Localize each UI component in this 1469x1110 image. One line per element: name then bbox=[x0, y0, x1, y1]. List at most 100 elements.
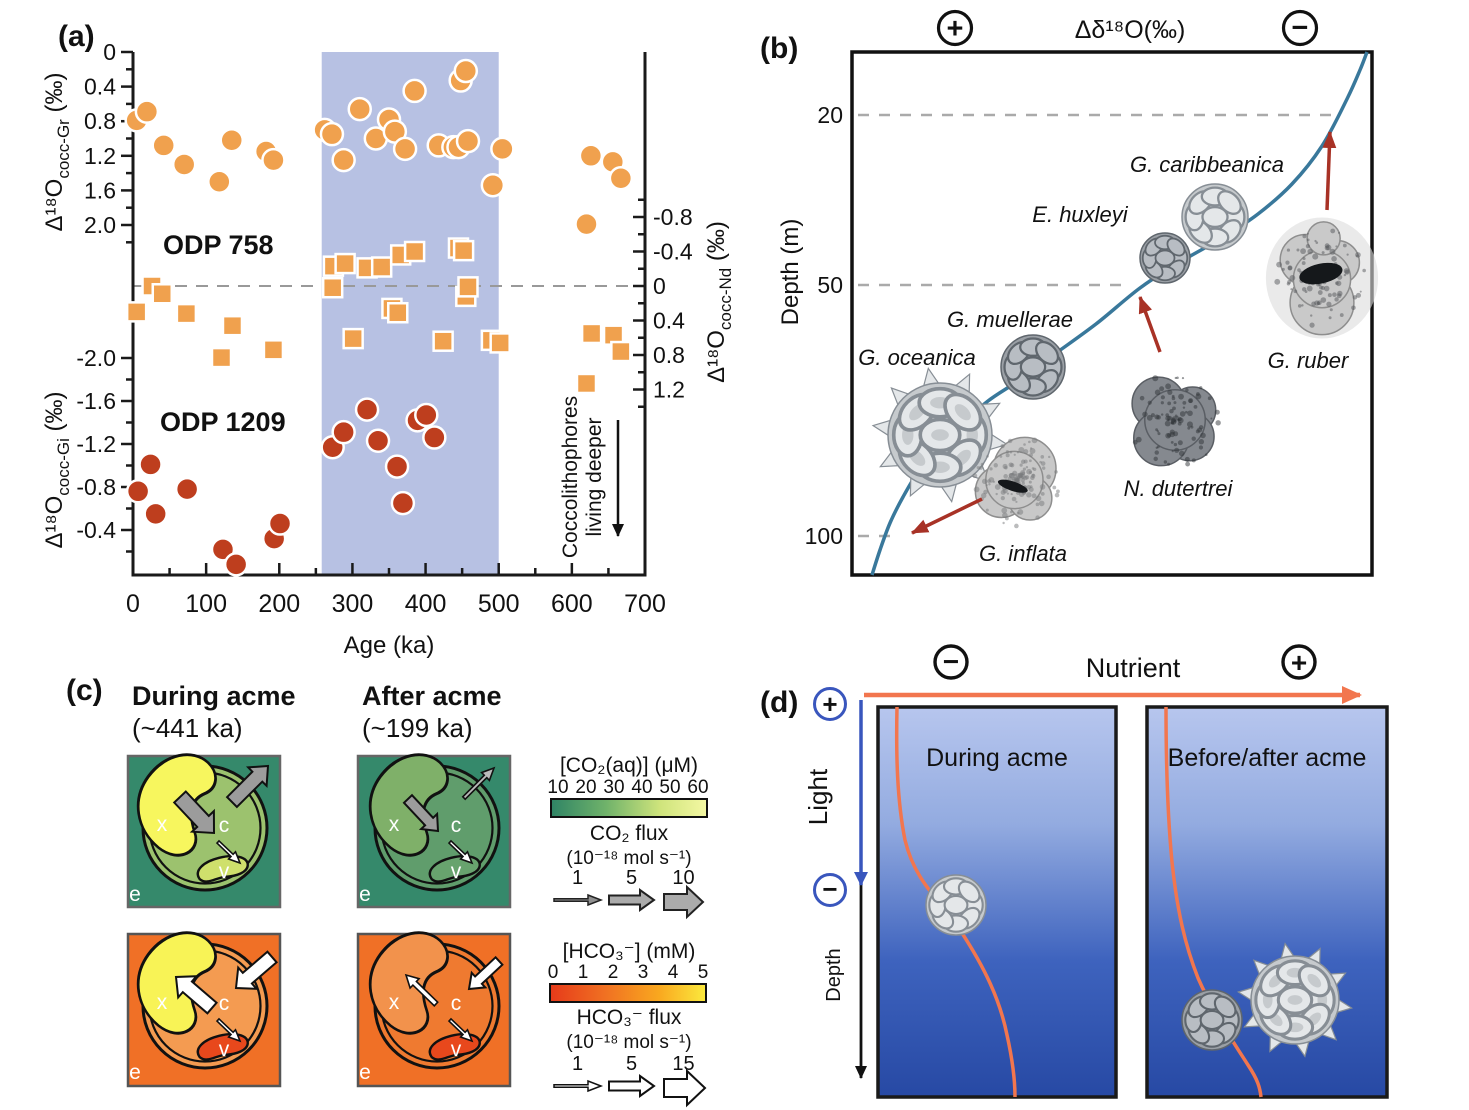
hco3-arrow-c-to-x bbox=[174, 975, 219, 1015]
data-point-circle-gr bbox=[134, 99, 160, 124]
c-col1-subtitle: (~441 ka) bbox=[132, 713, 243, 743]
gr-tick-label: 0.8 bbox=[84, 108, 116, 134]
x-tick-label: 400 bbox=[405, 590, 447, 618]
co2-colorbar-ticks: 10 20 30 40 50 60 bbox=[547, 777, 709, 804]
panel-d-tag: (d) bbox=[760, 686, 798, 719]
co2-tick-label: 10 bbox=[547, 777, 568, 798]
gi-tick-label: -1.6 bbox=[76, 388, 116, 414]
g-muellerae-image bbox=[1000, 334, 1066, 400]
plus-icon-glyph: + bbox=[947, 13, 964, 45]
coccolithophore-images bbox=[925, 874, 1354, 1058]
during-acme-box bbox=[876, 705, 1118, 1099]
coccosphere-during-acme bbox=[925, 874, 987, 936]
data-point-circle-gi bbox=[331, 419, 356, 445]
needle-arrow-c-to-v bbox=[215, 1017, 242, 1043]
data-point-circle-gr bbox=[219, 127, 244, 153]
nd-tick-label: -0.4 bbox=[653, 239, 693, 265]
species-label-inflata: G. inflata bbox=[979, 541, 1067, 566]
data-point-circle-gr bbox=[207, 169, 232, 194]
gi-tick-label: -2.0 bbox=[76, 345, 116, 371]
red-arrow-g-ruber bbox=[1322, 131, 1337, 211]
data-point-circle-gr bbox=[490, 136, 515, 162]
needle-arrow-c-to-v bbox=[447, 1017, 474, 1043]
hco3-flux-scale: 1 5 15 bbox=[553, 1053, 707, 1108]
hco3-flux-unit: (10⁻¹⁸ mol s⁻¹) bbox=[566, 1032, 691, 1053]
label-v: v bbox=[451, 860, 462, 883]
label-c: c bbox=[451, 992, 462, 1015]
e-huxleyi-image bbox=[1139, 232, 1191, 284]
nutrient-plus-glyph: + bbox=[1291, 647, 1307, 678]
co2-flux-size-label: 1 bbox=[572, 867, 583, 889]
hco3-tick-label: 1 bbox=[578, 962, 589, 983]
nd-axis-title: Δ¹⁸Ococc-Nd (‰) bbox=[703, 221, 735, 383]
panel-d: (d) + Light − Depth − Nutrient + During … bbox=[760, 644, 1389, 1099]
species-label-oceanica: G. oceanica bbox=[858, 345, 975, 370]
data-point-circle-gr bbox=[480, 172, 506, 198]
label-x: x bbox=[157, 991, 168, 1014]
species-label-ruber: G. ruber bbox=[1268, 348, 1350, 373]
label-e: e bbox=[129, 1061, 141, 1084]
co2-arrow-x-to-c bbox=[402, 793, 440, 833]
g-oceanica-image bbox=[871, 366, 1009, 504]
co2-arrow-x-to-c bbox=[172, 790, 216, 835]
flux-arrows bbox=[172, 764, 504, 1043]
hco3-colorbar-title: [HCO₃⁻] (mM) bbox=[563, 940, 696, 963]
x-tick-label: 200 bbox=[258, 590, 300, 618]
d-box1-title: During acme bbox=[926, 744, 1068, 772]
panel-b: (b) + Δδ¹⁸O(‰) − Depth (m) 20 50 100 G. ca… bbox=[760, 9, 1379, 577]
red-arrow-n-dutertrei bbox=[1138, 296, 1162, 353]
data-point-circle-gr bbox=[331, 147, 356, 173]
depth-axis-title: Depth (m) bbox=[777, 219, 804, 326]
species-label-muellerae: G. muellerae bbox=[947, 307, 1073, 332]
data-point-circle-gr bbox=[578, 143, 604, 169]
hco3-arrow-uptake bbox=[234, 950, 279, 990]
nd-tick-label: 1.2 bbox=[653, 377, 685, 403]
data-point-square-nd bbox=[387, 301, 409, 324]
aperture bbox=[1299, 262, 1343, 285]
data-point-circle-gi bbox=[174, 476, 200, 502]
data-point-circle-gr bbox=[608, 166, 634, 191]
plus-icon bbox=[813, 687, 847, 721]
g-caribbeanica-image bbox=[1181, 183, 1249, 251]
data-point-square-nd bbox=[610, 340, 632, 363]
co2-arrow-leak-out bbox=[225, 764, 270, 809]
plus-icon bbox=[1281, 644, 1317, 680]
data-point-square-nd bbox=[221, 314, 244, 337]
hco3-flux-size-label: 15 bbox=[672, 1053, 694, 1075]
data-point-square-nd bbox=[489, 332, 511, 354]
data-point-circle-gi bbox=[125, 479, 151, 504]
b-plot-frame bbox=[850, 50, 1374, 577]
data-point-circle-gi bbox=[223, 552, 249, 577]
co2-arrow-leak-out bbox=[461, 766, 496, 801]
x-tick-label: 700 bbox=[624, 590, 666, 618]
d18o-depth-curve bbox=[870, 51, 1369, 576]
plankton-images bbox=[871, 183, 1379, 529]
minus-icon bbox=[933, 644, 969, 680]
depth-tick-label: 20 bbox=[817, 102, 843, 128]
co2-flux-size-label: 5 bbox=[626, 867, 637, 889]
hco3-tick-label: 4 bbox=[668, 962, 679, 983]
co2-flux-arrow-10 bbox=[663, 884, 705, 920]
co2-flux-size-label: 10 bbox=[672, 867, 694, 889]
label-x: x bbox=[389, 813, 400, 836]
data-point-square-nd bbox=[175, 302, 198, 325]
data-point-circle-gi bbox=[384, 454, 410, 479]
label-c: c bbox=[219, 814, 230, 837]
data-point-circle-gr bbox=[453, 58, 479, 84]
data-point-square-nd bbox=[452, 239, 475, 262]
data-point-circle-gr bbox=[261, 147, 286, 173]
data-point-square-nd bbox=[342, 327, 364, 350]
annotation-line1: Coccolithophores bbox=[559, 396, 582, 558]
data-point-circle-gi bbox=[138, 452, 163, 477]
label-x: x bbox=[157, 813, 168, 836]
co2-tick-label: 30 bbox=[603, 777, 624, 798]
species-label-huxleyi: E. huxleyi bbox=[1032, 202, 1128, 227]
data-point-square-nd bbox=[151, 283, 174, 305]
data-point-square-nd bbox=[432, 330, 454, 352]
co2-tick-label: 60 bbox=[687, 777, 708, 798]
x-tick-label: 0 bbox=[126, 590, 140, 618]
x-tick-label: 500 bbox=[478, 590, 520, 618]
c-col1-title: During acme bbox=[132, 681, 296, 711]
